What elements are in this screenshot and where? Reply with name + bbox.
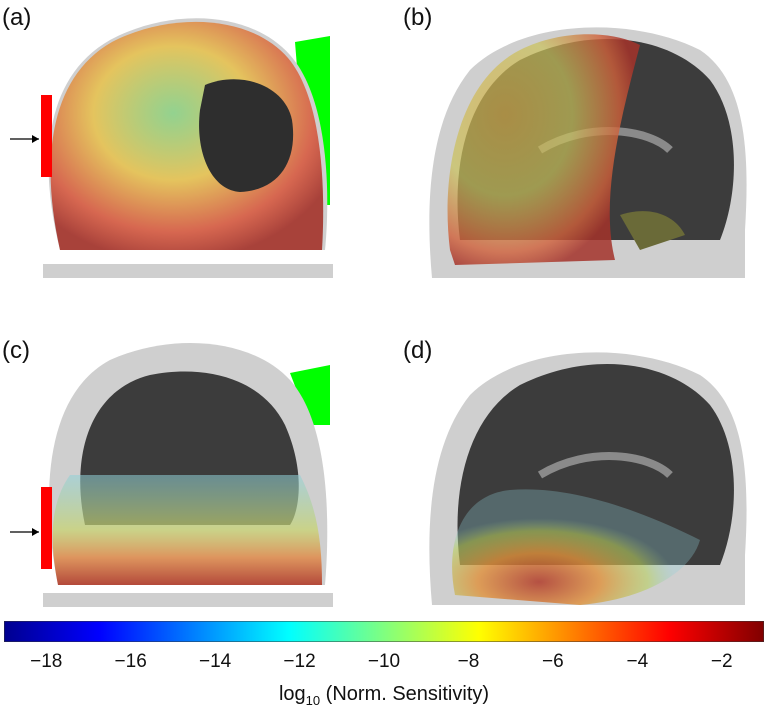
neck-base [43, 593, 333, 607]
cerebellum-region [620, 211, 685, 250]
colorbar-tick-label: −14 [198, 651, 232, 672]
colorbar-tick-label: −6 [542, 651, 564, 672]
colorbar [4, 621, 764, 642]
sensitivity-overlay [50, 21, 324, 250]
electrode [41, 95, 52, 177]
colorbar-tick-label: −8 [457, 651, 480, 672]
ground-pad [290, 365, 330, 425]
sagittal-sensitivity-map [429, 27, 747, 279]
panel-c: (c) [0, 325, 340, 610]
arrowhead-icon [32, 528, 39, 536]
colorbar-gradient [4, 621, 764, 642]
colorbar-label: log10 (Norm. Sensitivity) [0, 683, 768, 708]
sagittal-sensitivity-map [429, 352, 747, 605]
colorbar-tick-label: −18 [30, 651, 63, 672]
ventricle-region [199, 79, 294, 192]
colorbar-label-suffix: (Norm. Sensitivity) [320, 683, 490, 705]
corpus-callosum [537, 452, 673, 479]
panel-label: (b) [403, 4, 433, 31]
panel-label: (a) [2, 4, 32, 31]
colorbar-label-prefix: log [278, 683, 306, 705]
panel-label: (c) [2, 337, 30, 364]
colorbar-tick-label: −2 [710, 651, 733, 672]
colorbar-tick-label: −16 [114, 651, 147, 672]
colorbar-tick-label: −10 [367, 651, 401, 672]
sensitivity-overlay [452, 489, 700, 605]
colorbar-label-subscript: 10 [305, 693, 321, 708]
sensitivity-overlay [447, 34, 640, 266]
sensitivity-overlay [52, 475, 323, 585]
coronal-sensitivity-map [10, 18, 333, 278]
arrowhead-icon [32, 135, 39, 143]
colorbar-tick-label: −12 [283, 651, 316, 672]
panel-a: (a) [0, 0, 340, 285]
neck-base [43, 264, 333, 278]
coronal-sensitivity-map [10, 342, 333, 607]
panel-b: (b) [400, 0, 768, 285]
colorbar-tick-label: −4 [626, 651, 649, 672]
panel-d: (d) [400, 325, 768, 610]
panel-label: (d) [403, 337, 433, 364]
electrode [41, 487, 52, 569]
